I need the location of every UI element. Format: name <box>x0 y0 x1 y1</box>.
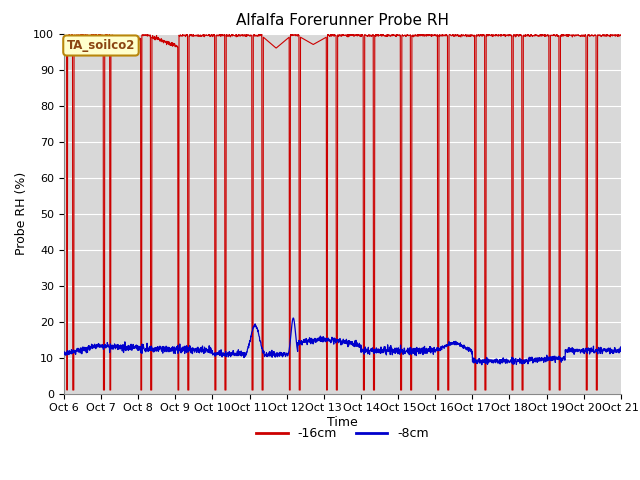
Legend: -16cm, -8cm: -16cm, -8cm <box>252 422 433 445</box>
X-axis label: Time: Time <box>327 416 358 429</box>
Y-axis label: Probe RH (%): Probe RH (%) <box>15 172 28 255</box>
Title: Alfalfa Forerunner Probe RH: Alfalfa Forerunner Probe RH <box>236 13 449 28</box>
Text: TA_soilco2: TA_soilco2 <box>67 39 135 52</box>
